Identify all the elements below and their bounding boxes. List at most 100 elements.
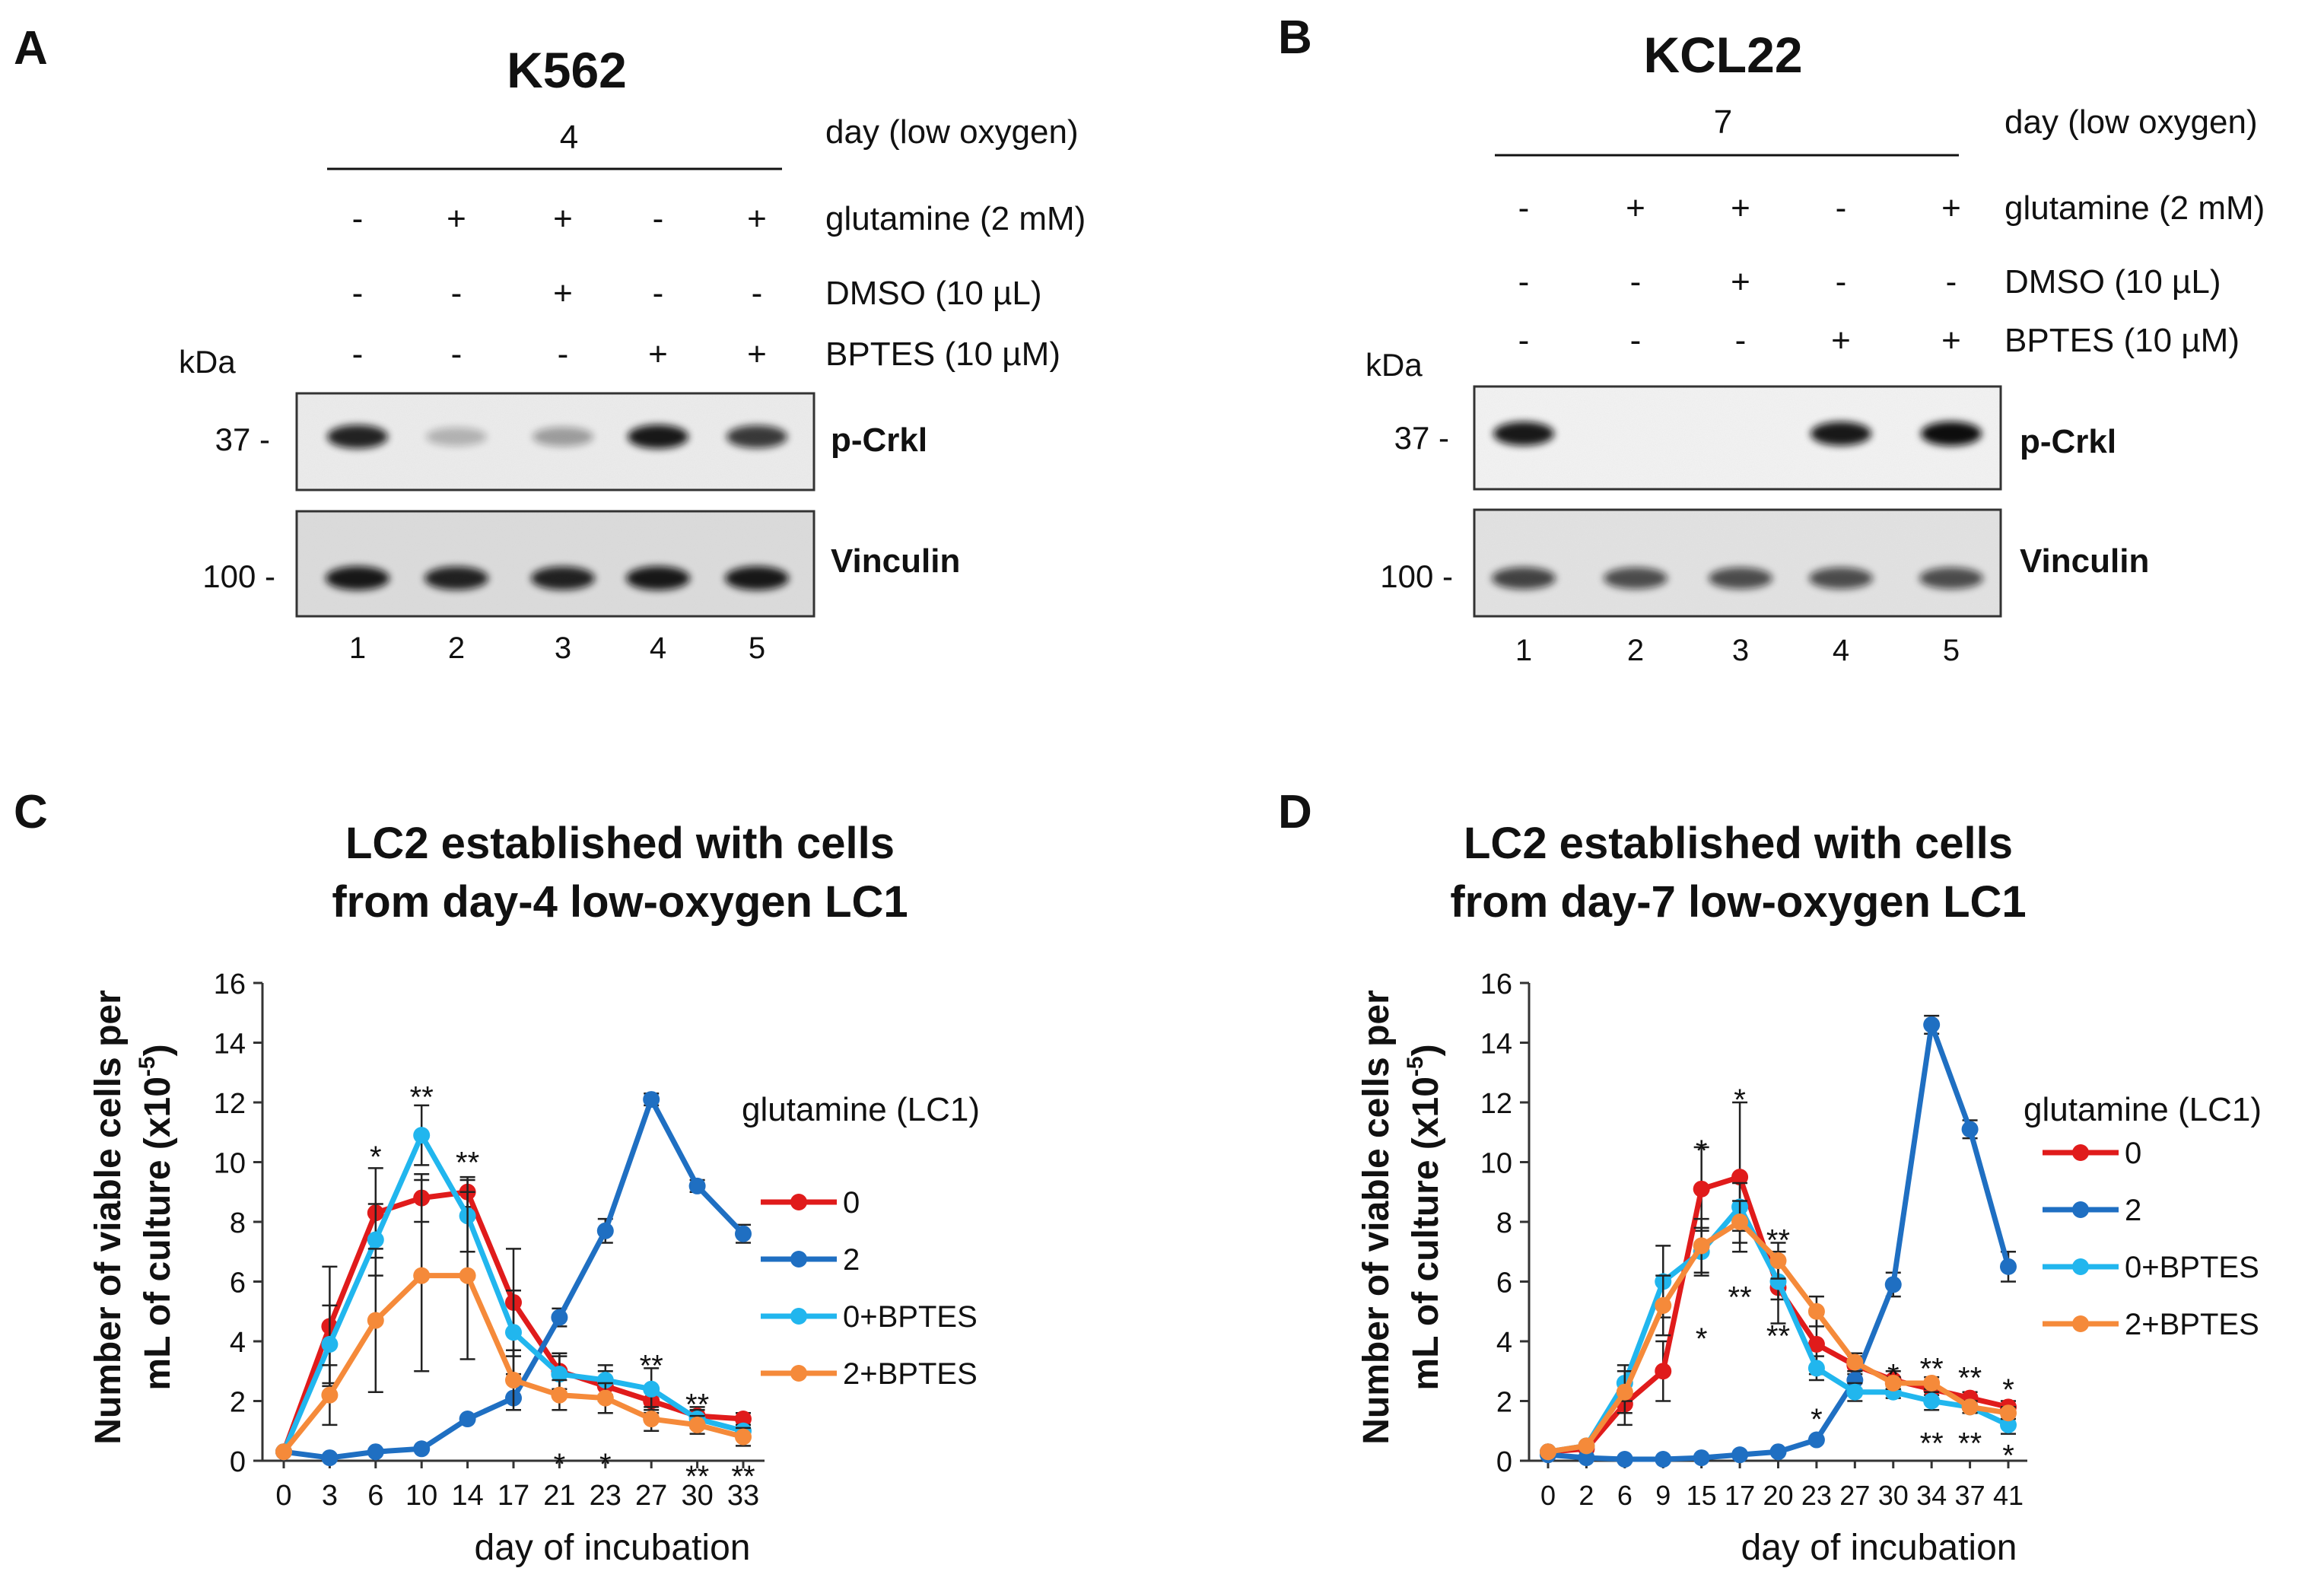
condition-signs-a: - + + - + - - + - - - - - + +	[352, 200, 767, 373]
data-point	[551, 1366, 568, 1383]
data-point	[1807, 1335, 1825, 1353]
significance-mark: **	[1920, 1427, 1944, 1461]
data-point	[1693, 1180, 1710, 1198]
y-tick-label-10: 10	[1480, 1148, 1512, 1180]
vinculin-band-lane-5-a	[725, 566, 789, 590]
x-tick-label-27: 27	[1839, 1480, 1870, 1511]
panel-letter-d: D	[1278, 786, 1312, 838]
significance-mark: *	[599, 1448, 612, 1481]
lane-number-2-a: 2	[448, 631, 465, 665]
significance-mark: *	[370, 1140, 382, 1174]
x-tick-label-30: 30	[681, 1480, 713, 1512]
y-tick-label-0: 0	[230, 1446, 246, 1478]
data-point	[2000, 1258, 2017, 1275]
data-point	[643, 1091, 660, 1108]
sign-dmso-lane-5-a: -	[752, 275, 763, 312]
y-tick-label-8: 8	[230, 1207, 246, 1239]
significance-mark: **	[685, 1460, 709, 1493]
significance-mark: **	[1958, 1427, 1982, 1461]
vinculin-band-lane-4-b	[1809, 567, 1873, 590]
legend-d: 0 2 0+BPTES 2+BPTES	[2043, 1137, 2259, 1341]
label-bptes-a: BPTES (10 µM)	[825, 336, 1060, 373]
sign-bptes-lane-1-b: -	[1518, 322, 1530, 359]
chart-title-line2-d: from day-7 low-oxygen LC1	[1450, 877, 2026, 927]
label-dmso-a: DMSO (10 µL)	[825, 275, 1042, 312]
data-point	[321, 1386, 339, 1404]
sign-dmso-lane-3-b: +	[1731, 263, 1750, 301]
y-tick-label-12: 12	[1480, 1088, 1512, 1120]
sign-dmso-lane-2-b: -	[1630, 263, 1642, 301]
lane-number-3-b: 3	[1732, 634, 1749, 667]
data-point	[413, 1267, 431, 1284]
label-glutamine-a: glutamine (2 mM)	[825, 200, 1086, 237]
label-day-b: day (low oxygen)	[2004, 103, 2258, 141]
x-tick-label-9: 9	[1655, 1480, 1671, 1511]
data-point	[643, 1411, 660, 1428]
panel-a-western-blot: A K562 4 day (low oxygen) glutamine (2 m…	[14, 22, 1086, 665]
x-axis-label-c: day of incubation	[475, 1528, 751, 1568]
sign-glutamine-lane-1-b: -	[1518, 189, 1530, 227]
legend-swatch-marker	[2072, 1258, 2089, 1275]
lane-number-1-b: 1	[1515, 634, 1532, 667]
data-point	[1846, 1383, 1864, 1401]
x-tick-label-14: 14	[451, 1480, 483, 1512]
significance-mark: **	[640, 1350, 663, 1383]
legend-swatch-marker	[790, 1251, 807, 1268]
cell-line-title-a: K562	[507, 42, 627, 98]
x-tick-label-30: 30	[1878, 1480, 1909, 1511]
condition-signs-b: - + + - + - - + - - - - - + +	[1518, 189, 1961, 359]
data-point	[1655, 1451, 1672, 1468]
blot-noise-pcrkl-b	[1476, 388, 1999, 488]
legend-label-0: 0	[843, 1186, 860, 1220]
x-tick-label-6: 6	[367, 1480, 383, 1512]
data-point	[1769, 1273, 1787, 1290]
data-point	[459, 1267, 476, 1284]
data-point	[1961, 1398, 1979, 1416]
sign-bptes-lane-2-a: -	[451, 336, 463, 373]
significance-mark: *	[1696, 1322, 1708, 1356]
y-tick-label-8: 8	[1496, 1207, 1512, 1239]
significance-mark: *	[1734, 1083, 1746, 1117]
pcrkl-band-lane-5-a	[726, 425, 787, 448]
sign-bptes-lane-3-a: -	[558, 336, 569, 373]
vinculin-band-lane-3-b	[1709, 567, 1772, 590]
chart-title-line1-d: LC2 established with cells	[1464, 819, 2013, 868]
data-point	[1616, 1451, 1633, 1468]
data-point	[1731, 1169, 1749, 1186]
band-label-pcrkl-b: p-Crkl	[2020, 423, 2116, 460]
x-tick-label-33: 33	[727, 1480, 759, 1512]
data-point	[1655, 1296, 1672, 1314]
significance-mark: *	[1887, 1358, 1900, 1392]
x-tick-label-27: 27	[635, 1480, 667, 1512]
pcrkl-bands-b	[1493, 421, 1982, 446]
sign-glutamine-lane-4-a: -	[653, 200, 664, 237]
x-tick-label-17: 17	[1725, 1480, 1755, 1511]
data-point	[1807, 1431, 1825, 1449]
data-point	[505, 1372, 522, 1389]
sign-glutamine-lane-5-a: +	[747, 200, 767, 237]
legend-label-2-plus-bptes: 2+BPTES	[843, 1357, 978, 1391]
marker-100-b: 100 -	[1380, 558, 1453, 594]
marker-37-b: 37 -	[1394, 420, 1449, 456]
sign-dmso-lane-4-a: -	[653, 275, 664, 312]
data-point	[1578, 1449, 1595, 1467]
lane-number-4-a: 4	[650, 631, 666, 665]
y-tick-label-12: 12	[214, 1088, 246, 1120]
x-tick-label-0: 0	[275, 1480, 291, 1512]
data-point	[413, 1127, 431, 1144]
data-point	[551, 1309, 568, 1326]
sign-glutamine-lane-3-a: +	[553, 200, 573, 237]
pcrkl-band-lane-1-a	[327, 425, 388, 449]
data-point	[596, 1389, 614, 1407]
legend-swatch-marker	[790, 1194, 807, 1210]
sign-glutamine-lane-4-b: -	[1836, 189, 1847, 227]
significance-mark: *	[2002, 1373, 2014, 1407]
vinculin-band-lane-1-b	[1492, 567, 1556, 590]
chart-title-line2-c: from day-4 low-oxygen LC1	[332, 877, 908, 927]
sign-glutamine-lane-5-b: +	[1941, 189, 1961, 227]
data-point	[1923, 1016, 1941, 1033]
data-point	[2000, 1404, 2017, 1422]
significance-mark: **	[1920, 1352, 1944, 1385]
sign-dmso-lane-3-a: +	[553, 275, 573, 312]
